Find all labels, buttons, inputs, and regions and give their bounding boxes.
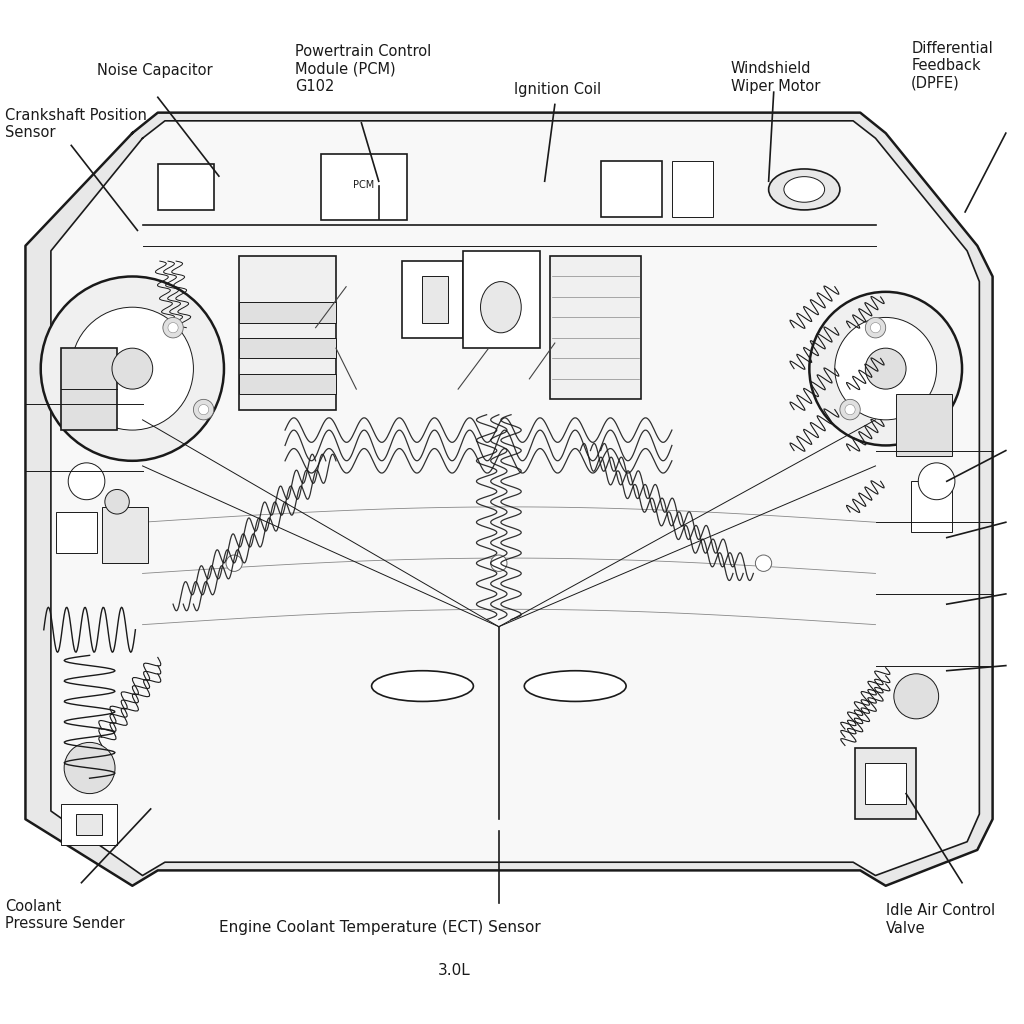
Polygon shape bbox=[26, 113, 992, 886]
Bar bbox=[101, 507, 147, 563]
Ellipse shape bbox=[784, 177, 824, 203]
Bar bbox=[911, 481, 952, 532]
Circle shape bbox=[919, 463, 955, 500]
Circle shape bbox=[845, 404, 855, 415]
Circle shape bbox=[69, 463, 104, 500]
Circle shape bbox=[870, 323, 881, 333]
Polygon shape bbox=[51, 121, 979, 876]
Circle shape bbox=[226, 555, 243, 571]
Circle shape bbox=[756, 555, 772, 571]
Bar bbox=[158, 164, 214, 210]
Bar bbox=[56, 512, 96, 553]
Circle shape bbox=[835, 317, 937, 420]
Bar bbox=[865, 763, 906, 804]
Circle shape bbox=[163, 317, 183, 338]
Bar bbox=[240, 374, 336, 394]
Ellipse shape bbox=[769, 169, 840, 210]
Circle shape bbox=[809, 292, 963, 445]
Text: Coolant
Pressure Sender: Coolant Pressure Sender bbox=[5, 899, 125, 932]
Bar bbox=[601, 161, 662, 217]
Bar bbox=[402, 261, 463, 338]
Bar bbox=[240, 302, 336, 323]
Text: Crankshaft Position
Sensor: Crankshaft Position Sensor bbox=[5, 108, 147, 140]
Text: Noise Capacitor: Noise Capacitor bbox=[96, 63, 212, 79]
Circle shape bbox=[41, 276, 224, 461]
Bar bbox=[896, 394, 952, 456]
Circle shape bbox=[199, 404, 209, 415]
Bar bbox=[77, 814, 101, 835]
Ellipse shape bbox=[524, 671, 626, 701]
Circle shape bbox=[194, 399, 214, 420]
Text: Windshield
Wiper Motor: Windshield Wiper Motor bbox=[731, 61, 820, 94]
Bar bbox=[240, 338, 336, 358]
Circle shape bbox=[894, 674, 939, 719]
Circle shape bbox=[168, 323, 178, 333]
Text: Engine Coolant Temperature (ECT) Sensor: Engine Coolant Temperature (ECT) Sensor bbox=[219, 920, 541, 935]
Text: Powertrain Control
Module (PCM)
G102: Powertrain Control Module (PCM) G102 bbox=[295, 44, 431, 94]
Bar bbox=[61, 804, 117, 845]
Circle shape bbox=[104, 489, 129, 514]
Bar bbox=[550, 256, 641, 399]
Circle shape bbox=[865, 317, 886, 338]
Circle shape bbox=[65, 742, 115, 794]
Circle shape bbox=[72, 307, 194, 430]
Bar bbox=[240, 256, 336, 410]
Text: Differential
Feedback
(DPFE): Differential Feedback (DPFE) bbox=[911, 41, 993, 91]
Bar bbox=[423, 276, 447, 323]
Bar bbox=[321, 154, 408, 220]
Circle shape bbox=[865, 348, 906, 389]
Ellipse shape bbox=[480, 282, 521, 333]
Circle shape bbox=[490, 555, 507, 571]
Text: Idle Air Control
Valve: Idle Air Control Valve bbox=[886, 903, 995, 936]
Text: PCM: PCM bbox=[353, 180, 374, 190]
Bar bbox=[463, 251, 540, 348]
Bar bbox=[61, 348, 117, 430]
Circle shape bbox=[840, 399, 860, 420]
Circle shape bbox=[112, 348, 153, 389]
Text: 3.0L: 3.0L bbox=[437, 963, 470, 978]
Ellipse shape bbox=[372, 671, 473, 701]
Bar bbox=[672, 161, 713, 217]
Text: Ignition Coil: Ignition Coil bbox=[514, 82, 601, 97]
Bar bbox=[855, 748, 916, 819]
